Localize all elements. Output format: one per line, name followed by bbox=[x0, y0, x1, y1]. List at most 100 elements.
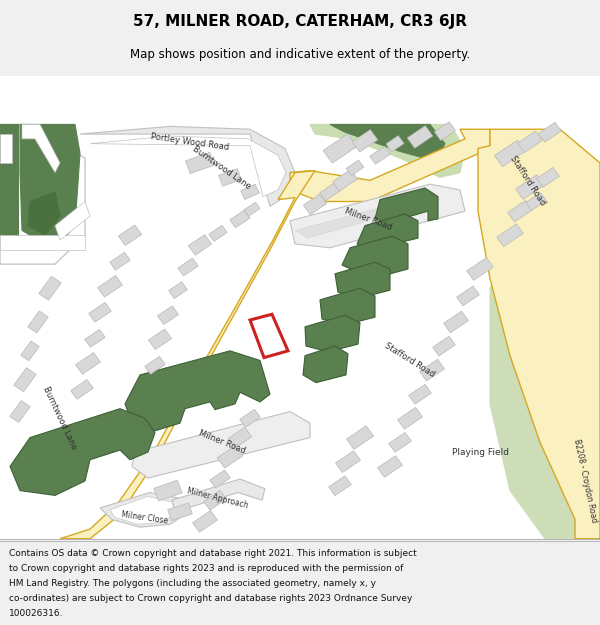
Polygon shape bbox=[10, 409, 155, 496]
Polygon shape bbox=[407, 126, 433, 148]
Polygon shape bbox=[433, 336, 455, 356]
Text: Milner Close: Milner Close bbox=[121, 510, 169, 525]
Polygon shape bbox=[377, 456, 403, 478]
Polygon shape bbox=[71, 379, 94, 399]
Polygon shape bbox=[310, 124, 465, 177]
Polygon shape bbox=[0, 124, 18, 235]
Polygon shape bbox=[305, 315, 360, 352]
Polygon shape bbox=[80, 126, 295, 206]
Polygon shape bbox=[169, 282, 187, 299]
Polygon shape bbox=[85, 329, 105, 348]
Polygon shape bbox=[178, 258, 198, 276]
Polygon shape bbox=[386, 136, 404, 152]
Polygon shape bbox=[0, 76, 600, 539]
Polygon shape bbox=[118, 225, 142, 246]
Polygon shape bbox=[329, 476, 352, 496]
Text: HM Land Registry. The polygons (including the associated geometry, namely x, y: HM Land Registry. The polygons (includin… bbox=[9, 579, 376, 588]
Polygon shape bbox=[508, 201, 532, 222]
Polygon shape bbox=[244, 202, 260, 216]
Polygon shape bbox=[28, 192, 60, 235]
Polygon shape bbox=[110, 496, 175, 524]
Polygon shape bbox=[172, 479, 265, 512]
Polygon shape bbox=[60, 171, 315, 539]
Polygon shape bbox=[370, 146, 390, 164]
Polygon shape bbox=[580, 346, 600, 539]
Polygon shape bbox=[290, 184, 465, 248]
Polygon shape bbox=[518, 131, 542, 152]
Polygon shape bbox=[39, 276, 61, 300]
Text: Map shows position and indicative extent of the property.: Map shows position and indicative extent… bbox=[130, 48, 470, 61]
Polygon shape bbox=[434, 122, 455, 141]
Polygon shape bbox=[323, 134, 357, 163]
Polygon shape bbox=[10, 401, 30, 422]
Text: Burntwood Lane: Burntwood Lane bbox=[41, 385, 79, 451]
Polygon shape bbox=[154, 480, 182, 501]
Polygon shape bbox=[0, 235, 85, 249]
Polygon shape bbox=[497, 224, 523, 247]
Polygon shape bbox=[398, 408, 422, 429]
Polygon shape bbox=[132, 411, 310, 478]
Polygon shape bbox=[90, 136, 286, 197]
Polygon shape bbox=[145, 356, 165, 374]
Polygon shape bbox=[419, 359, 445, 381]
Polygon shape bbox=[304, 194, 326, 214]
Polygon shape bbox=[240, 409, 260, 428]
Polygon shape bbox=[490, 163, 600, 539]
Text: Burntwood Lane: Burntwood Lane bbox=[191, 144, 253, 191]
Polygon shape bbox=[290, 129, 490, 201]
Polygon shape bbox=[148, 329, 172, 349]
Polygon shape bbox=[478, 129, 600, 539]
Polygon shape bbox=[494, 140, 526, 167]
Polygon shape bbox=[55, 201, 90, 240]
Polygon shape bbox=[203, 491, 226, 510]
Polygon shape bbox=[28, 311, 48, 333]
Polygon shape bbox=[125, 351, 270, 431]
Polygon shape bbox=[110, 253, 130, 270]
Polygon shape bbox=[389, 432, 412, 452]
Polygon shape bbox=[20, 124, 80, 249]
Polygon shape bbox=[230, 210, 250, 227]
Polygon shape bbox=[320, 183, 340, 201]
Text: Stafford Road: Stafford Road bbox=[509, 154, 547, 207]
Polygon shape bbox=[467, 258, 493, 281]
Polygon shape bbox=[457, 286, 479, 306]
Text: 100026316.: 100026316. bbox=[9, 609, 64, 619]
Text: Playing Field: Playing Field bbox=[452, 448, 509, 456]
Text: to Crown copyright and database rights 2023 and is reproduced with the permissio: to Crown copyright and database rights 2… bbox=[9, 564, 403, 573]
Text: co-ordinates) are subject to Crown copyright and database rights 2023 Ordnance S: co-ordinates) are subject to Crown copyr… bbox=[9, 594, 412, 603]
Polygon shape bbox=[210, 470, 230, 488]
Text: Milner Road: Milner Road bbox=[197, 429, 247, 456]
Polygon shape bbox=[303, 346, 348, 382]
Text: Contains OS data © Crown copyright and database right 2021. This information is : Contains OS data © Crown copyright and d… bbox=[9, 549, 417, 558]
Polygon shape bbox=[0, 124, 85, 264]
Polygon shape bbox=[167, 503, 193, 521]
Polygon shape bbox=[217, 446, 243, 468]
Text: Milner Road: Milner Road bbox=[343, 206, 393, 232]
Polygon shape bbox=[352, 129, 378, 152]
Polygon shape bbox=[335, 262, 390, 298]
Polygon shape bbox=[229, 428, 251, 448]
Polygon shape bbox=[409, 384, 431, 404]
Polygon shape bbox=[330, 124, 445, 161]
Polygon shape bbox=[0, 134, 12, 163]
Text: Milner Approach: Milner Approach bbox=[187, 486, 250, 510]
Polygon shape bbox=[218, 169, 241, 186]
Polygon shape bbox=[320, 288, 375, 325]
Polygon shape bbox=[22, 124, 60, 172]
Polygon shape bbox=[536, 168, 559, 187]
Polygon shape bbox=[342, 236, 408, 277]
Polygon shape bbox=[515, 175, 544, 199]
Polygon shape bbox=[157, 306, 179, 324]
Polygon shape bbox=[89, 302, 112, 322]
Polygon shape bbox=[295, 196, 435, 238]
Polygon shape bbox=[209, 226, 227, 241]
Polygon shape bbox=[443, 311, 469, 332]
Polygon shape bbox=[526, 192, 546, 211]
Polygon shape bbox=[539, 122, 562, 142]
Text: Portley Wood Road: Portley Wood Road bbox=[150, 132, 230, 152]
Text: Stafford Road: Stafford Road bbox=[383, 341, 437, 379]
Polygon shape bbox=[241, 184, 259, 199]
Polygon shape bbox=[21, 341, 39, 361]
Polygon shape bbox=[346, 426, 374, 449]
Polygon shape bbox=[357, 214, 418, 249]
